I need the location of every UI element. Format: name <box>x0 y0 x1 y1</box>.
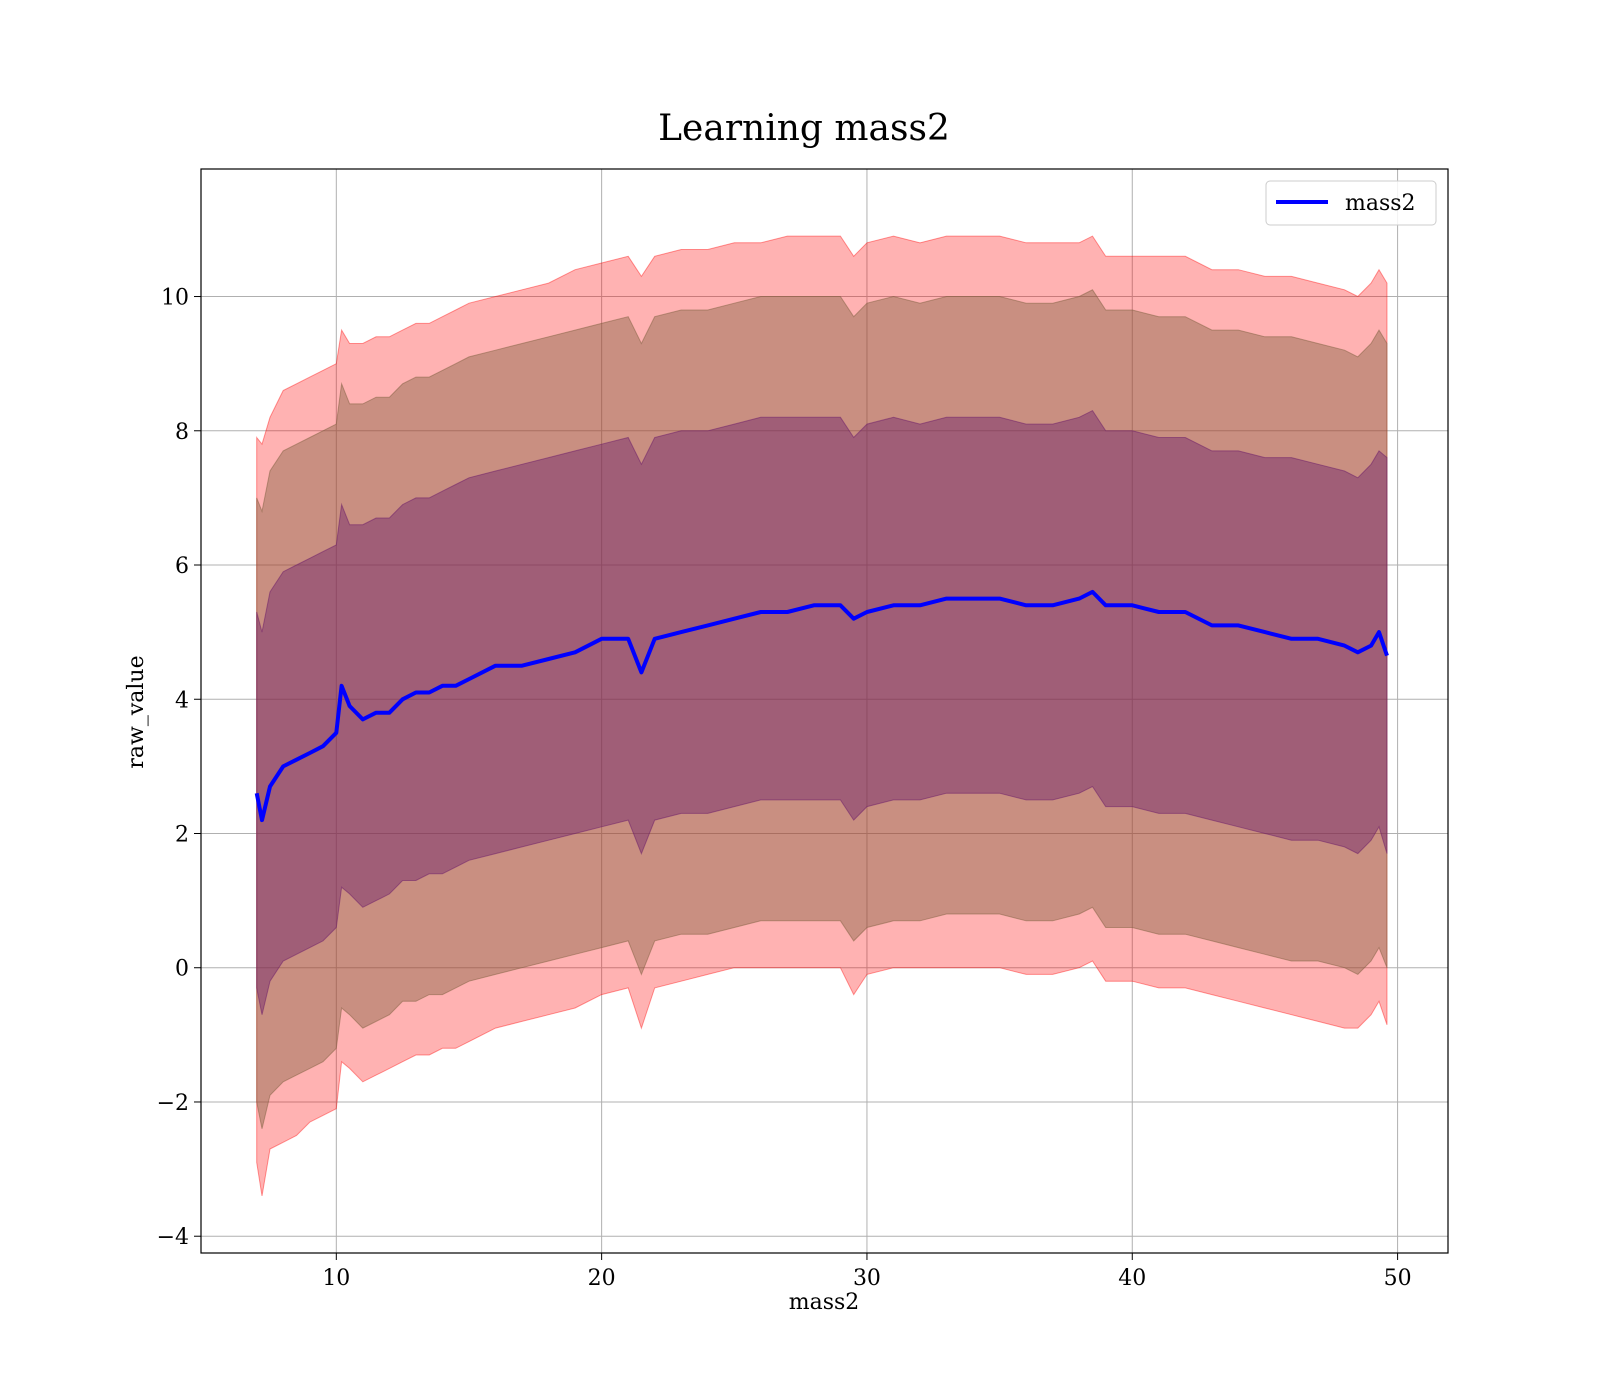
y-tick-label: −4 <box>157 1225 189 1250</box>
confidence-bands <box>256 235 1388 1196</box>
x-axis: 10 20 30 40 50 <box>322 1253 1412 1291</box>
series-lines <box>254 589 1389 823</box>
x-tick-label: 40 <box>1118 1266 1146 1291</box>
series-line-mass2 <box>254 589 1389 823</box>
x-axis-label: mass2 <box>789 1290 860 1315</box>
y-tick-label: 0 <box>175 957 189 982</box>
y-tick-label: 6 <box>175 554 189 579</box>
outer-band <box>256 235 1388 1196</box>
inner-band <box>256 409 1388 1015</box>
y-tick-label: 2 <box>175 822 189 847</box>
y-tick-label: 8 <box>175 420 189 445</box>
plot-frame <box>200 168 1449 1254</box>
legend-label: mass2 <box>1345 191 1416 216</box>
grid <box>201 169 1448 1253</box>
legend: mass2 <box>1265 180 1437 226</box>
y-tick-label: 10 <box>161 286 189 311</box>
y-tick-label: −2 <box>157 1091 189 1116</box>
x-tick-label: 20 <box>588 1266 616 1291</box>
x-tick-label: 50 <box>1384 1266 1412 1291</box>
x-tick-label: 30 <box>853 1266 881 1291</box>
middle-band <box>256 289 1388 1129</box>
legend-box <box>1265 180 1437 226</box>
y-tick-label: 4 <box>175 688 189 713</box>
chart-title: Learning mass2 <box>658 108 950 149</box>
y-axis-label: raw_value <box>124 655 149 768</box>
y-axis: −4 −2 0 2 4 6 8 10 <box>157 286 201 1250</box>
x-tick-label: 10 <box>322 1266 350 1291</box>
